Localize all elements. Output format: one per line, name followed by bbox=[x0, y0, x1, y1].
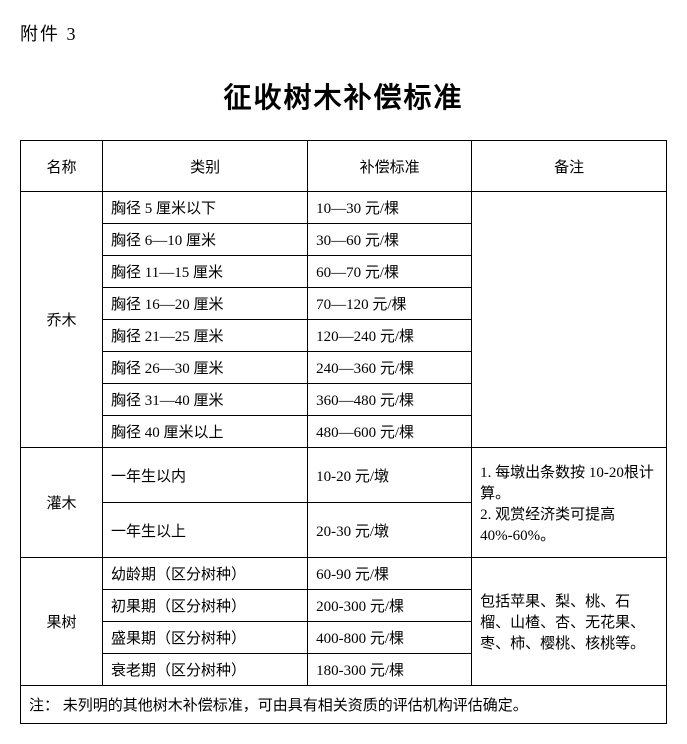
col-category: 类别 bbox=[103, 141, 308, 192]
cell-category: 胸径 16—20 厘米 bbox=[103, 288, 308, 320]
col-name: 名称 bbox=[21, 141, 103, 192]
section-name: 果树 bbox=[21, 558, 103, 686]
cell-standard: 480—600 元/棵 bbox=[308, 416, 472, 448]
cell-standard: 360—480 元/棵 bbox=[308, 384, 472, 416]
cell-category: 胸径 21—25 厘米 bbox=[103, 320, 308, 352]
cell-category: 胸径 11—15 厘米 bbox=[103, 256, 308, 288]
cell-standard: 60—70 元/棵 bbox=[308, 256, 472, 288]
cell-category: 一年生以内 bbox=[103, 448, 308, 503]
table-row: 乔木 胸径 5 厘米以下 10—30 元/棵 bbox=[21, 192, 667, 224]
cell-category: 幼龄期（区分树种） bbox=[103, 558, 308, 590]
cell-standard: 20-30 元/墩 bbox=[308, 503, 472, 558]
table-header-row: 名称 类别 补偿标准 备注 bbox=[21, 141, 667, 192]
cell-remark: 包括苹果、梨、桃、石榴、山楂、杏、无花果、枣、柿、樱桃、核桃等。 bbox=[472, 558, 667, 686]
cell-remark: 1. 每墩出条数按 10-20根计算。 2. 观赏经济类可提高40%-60%。 bbox=[472, 448, 667, 558]
cell-standard: 120—240 元/棵 bbox=[308, 320, 472, 352]
section-name: 乔木 bbox=[21, 192, 103, 448]
footnote-row: 注： 未列明的其他树木补偿标准，可由具有相关资质的评估机构评估确定。 bbox=[21, 686, 667, 724]
cell-standard: 30—60 元/棵 bbox=[308, 224, 472, 256]
cell-category: 初果期（区分树种） bbox=[103, 590, 308, 622]
cell-category: 衰老期（区分树种） bbox=[103, 654, 308, 686]
section-name: 灌木 bbox=[21, 448, 103, 558]
col-remark: 备注 bbox=[472, 141, 667, 192]
cell-standard: 10—30 元/棵 bbox=[308, 192, 472, 224]
cell-standard: 10-20 元/墩 bbox=[308, 448, 472, 503]
attachment-label: 附件 3 bbox=[20, 20, 667, 46]
cell-category: 胸径 5 厘米以下 bbox=[103, 192, 308, 224]
cell-standard: 70—120 元/棵 bbox=[308, 288, 472, 320]
compensation-table: 名称 类别 补偿标准 备注 乔木 胸径 5 厘米以下 10—30 元/棵 胸径 … bbox=[20, 140, 667, 724]
table-row: 果树 幼龄期（区分树种） 60-90 元/棵 包括苹果、梨、桃、石榴、山楂、杏、… bbox=[21, 558, 667, 590]
cell-category: 胸径 6—10 厘米 bbox=[103, 224, 308, 256]
cell-standard: 200-300 元/棵 bbox=[308, 590, 472, 622]
cell-category: 胸径 40 厘米以上 bbox=[103, 416, 308, 448]
cell-standard: 240—360 元/棵 bbox=[308, 352, 472, 384]
footnote: 注： 未列明的其他树木补偿标准，可由具有相关资质的评估机构评估确定。 bbox=[21, 686, 667, 724]
cell-remark bbox=[472, 192, 667, 448]
cell-standard: 60-90 元/棵 bbox=[308, 558, 472, 590]
cell-category: 胸径 26—30 厘米 bbox=[103, 352, 308, 384]
col-standard: 补偿标准 bbox=[308, 141, 472, 192]
table-row: 灌木 一年生以内 10-20 元/墩 1. 每墩出条数按 10-20根计算。 2… bbox=[21, 448, 667, 503]
cell-category: 一年生以上 bbox=[103, 503, 308, 558]
cell-standard: 180-300 元/棵 bbox=[308, 654, 472, 686]
cell-category: 胸径 31—40 厘米 bbox=[103, 384, 308, 416]
page-title: 征收树木补偿标准 bbox=[20, 76, 667, 116]
